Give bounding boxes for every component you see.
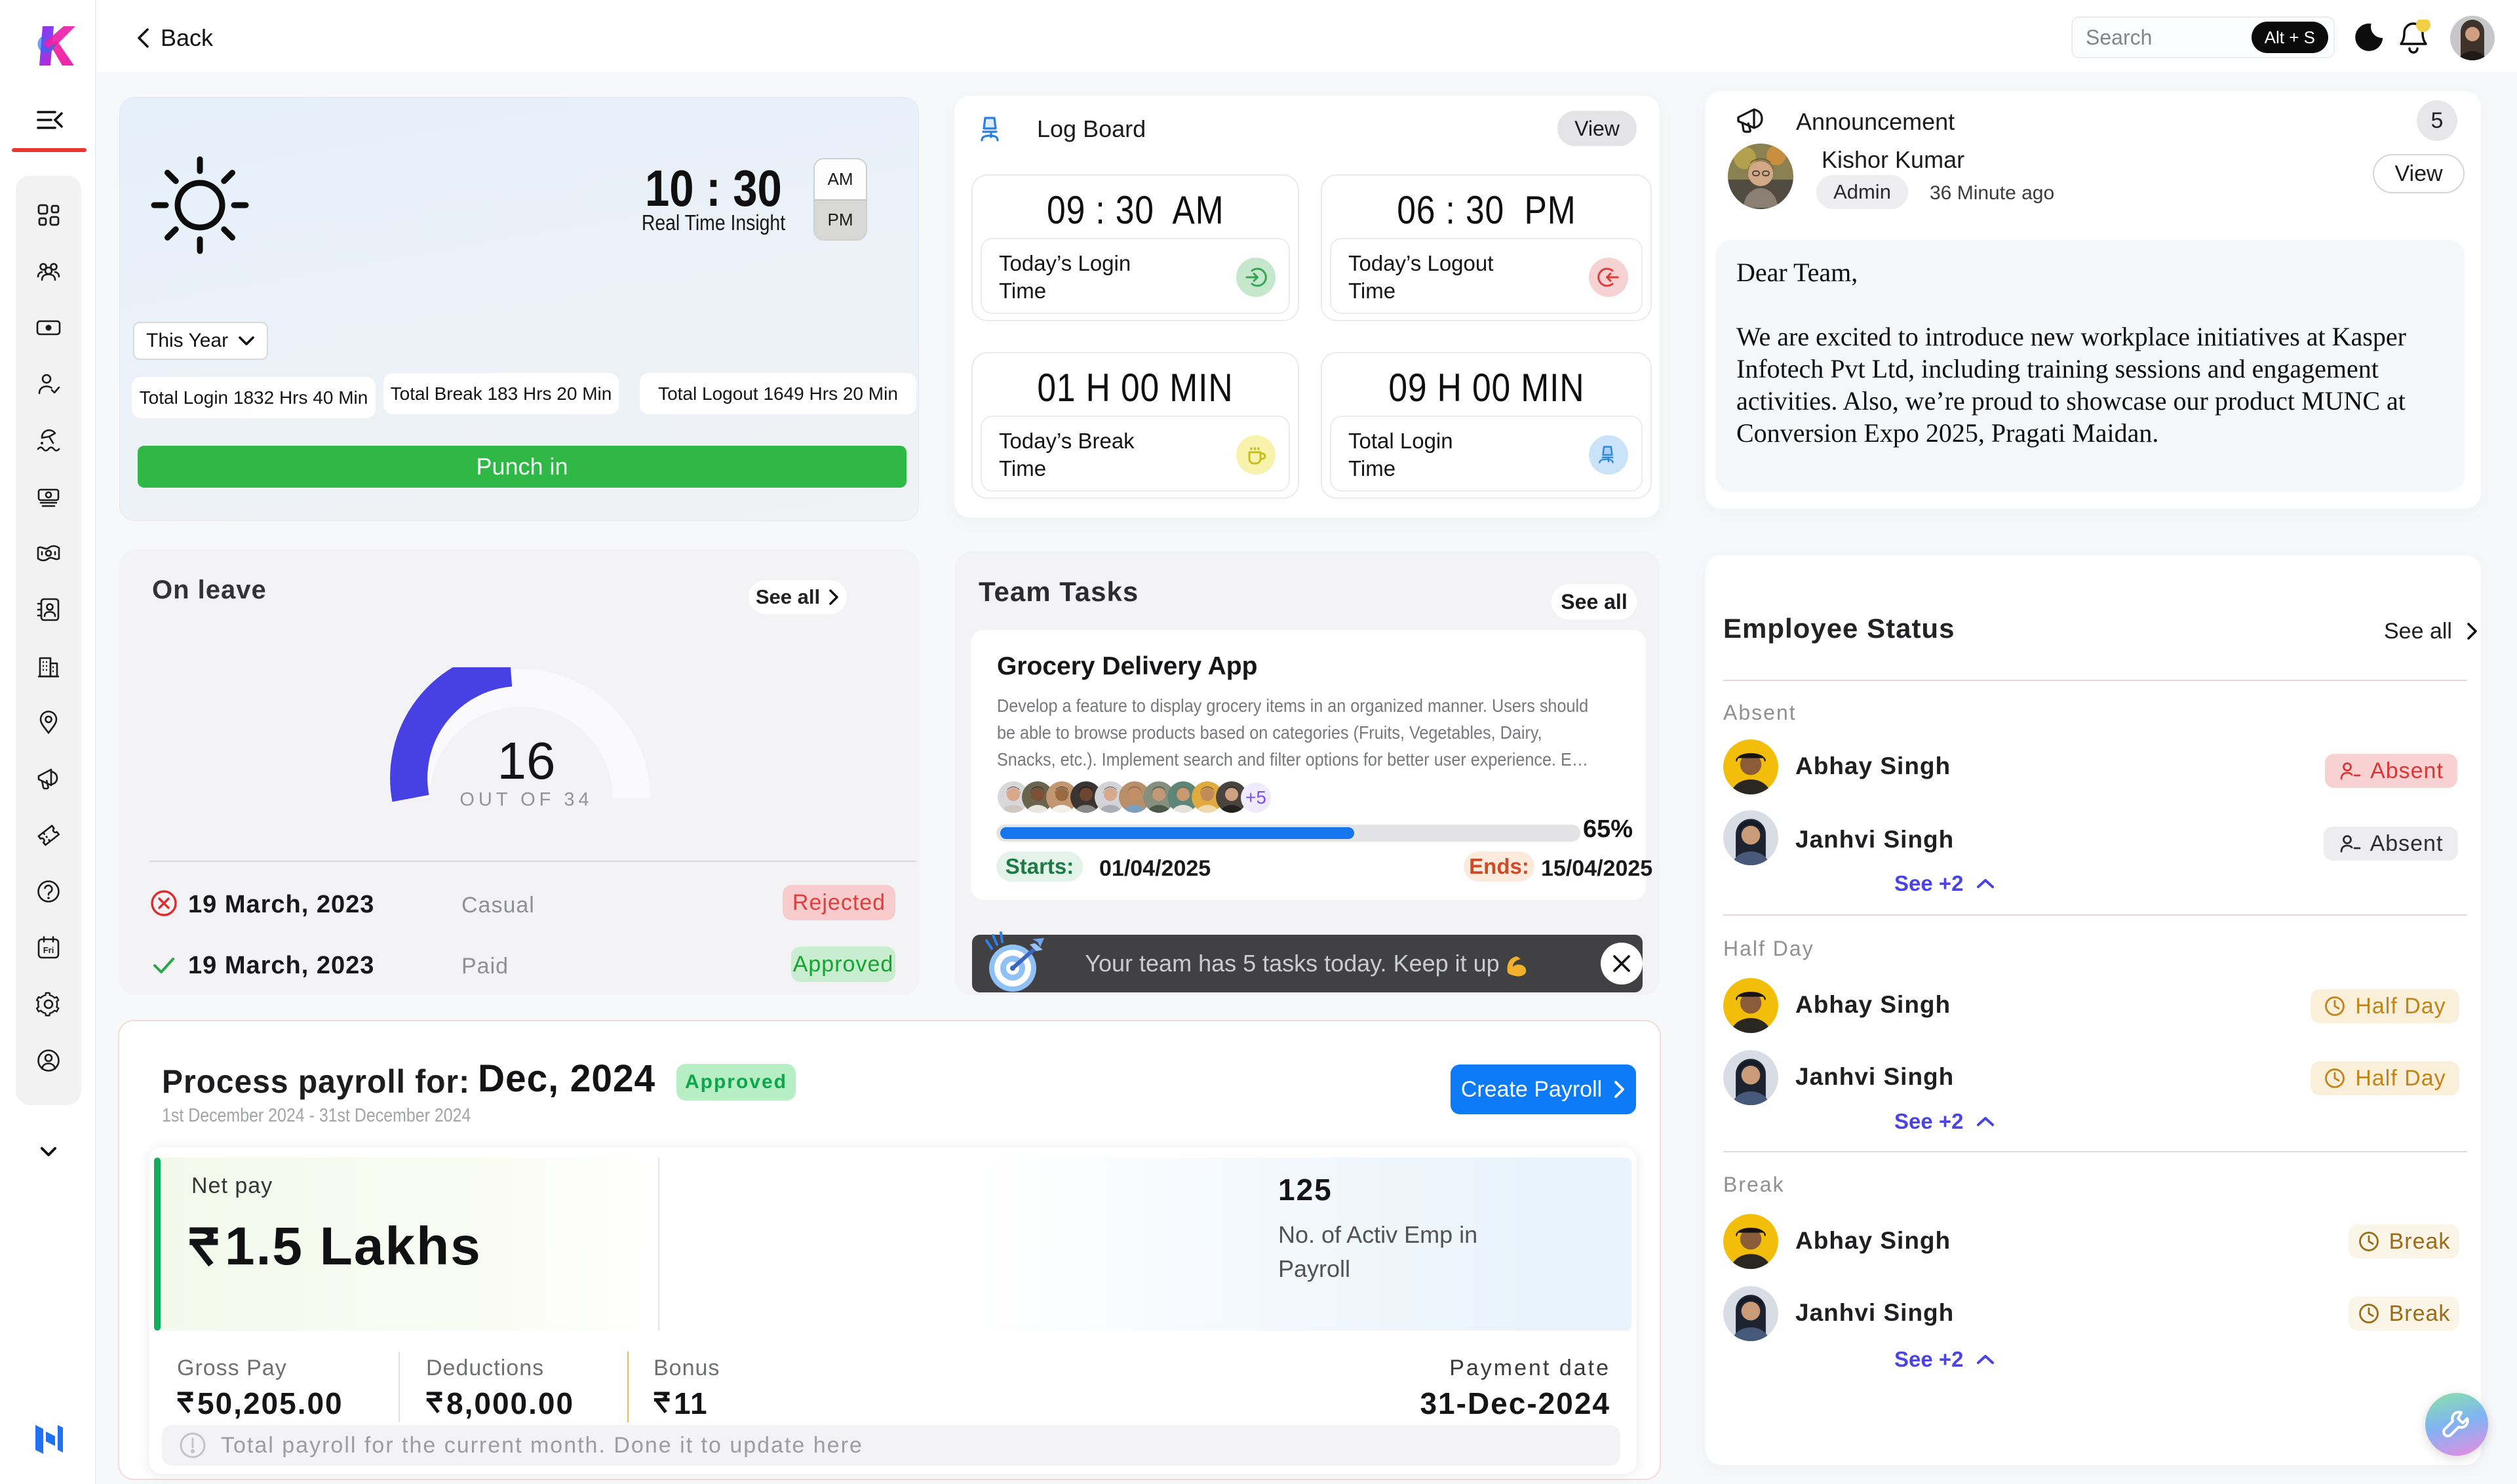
svg-text:Fri: Fri [43, 945, 54, 955]
